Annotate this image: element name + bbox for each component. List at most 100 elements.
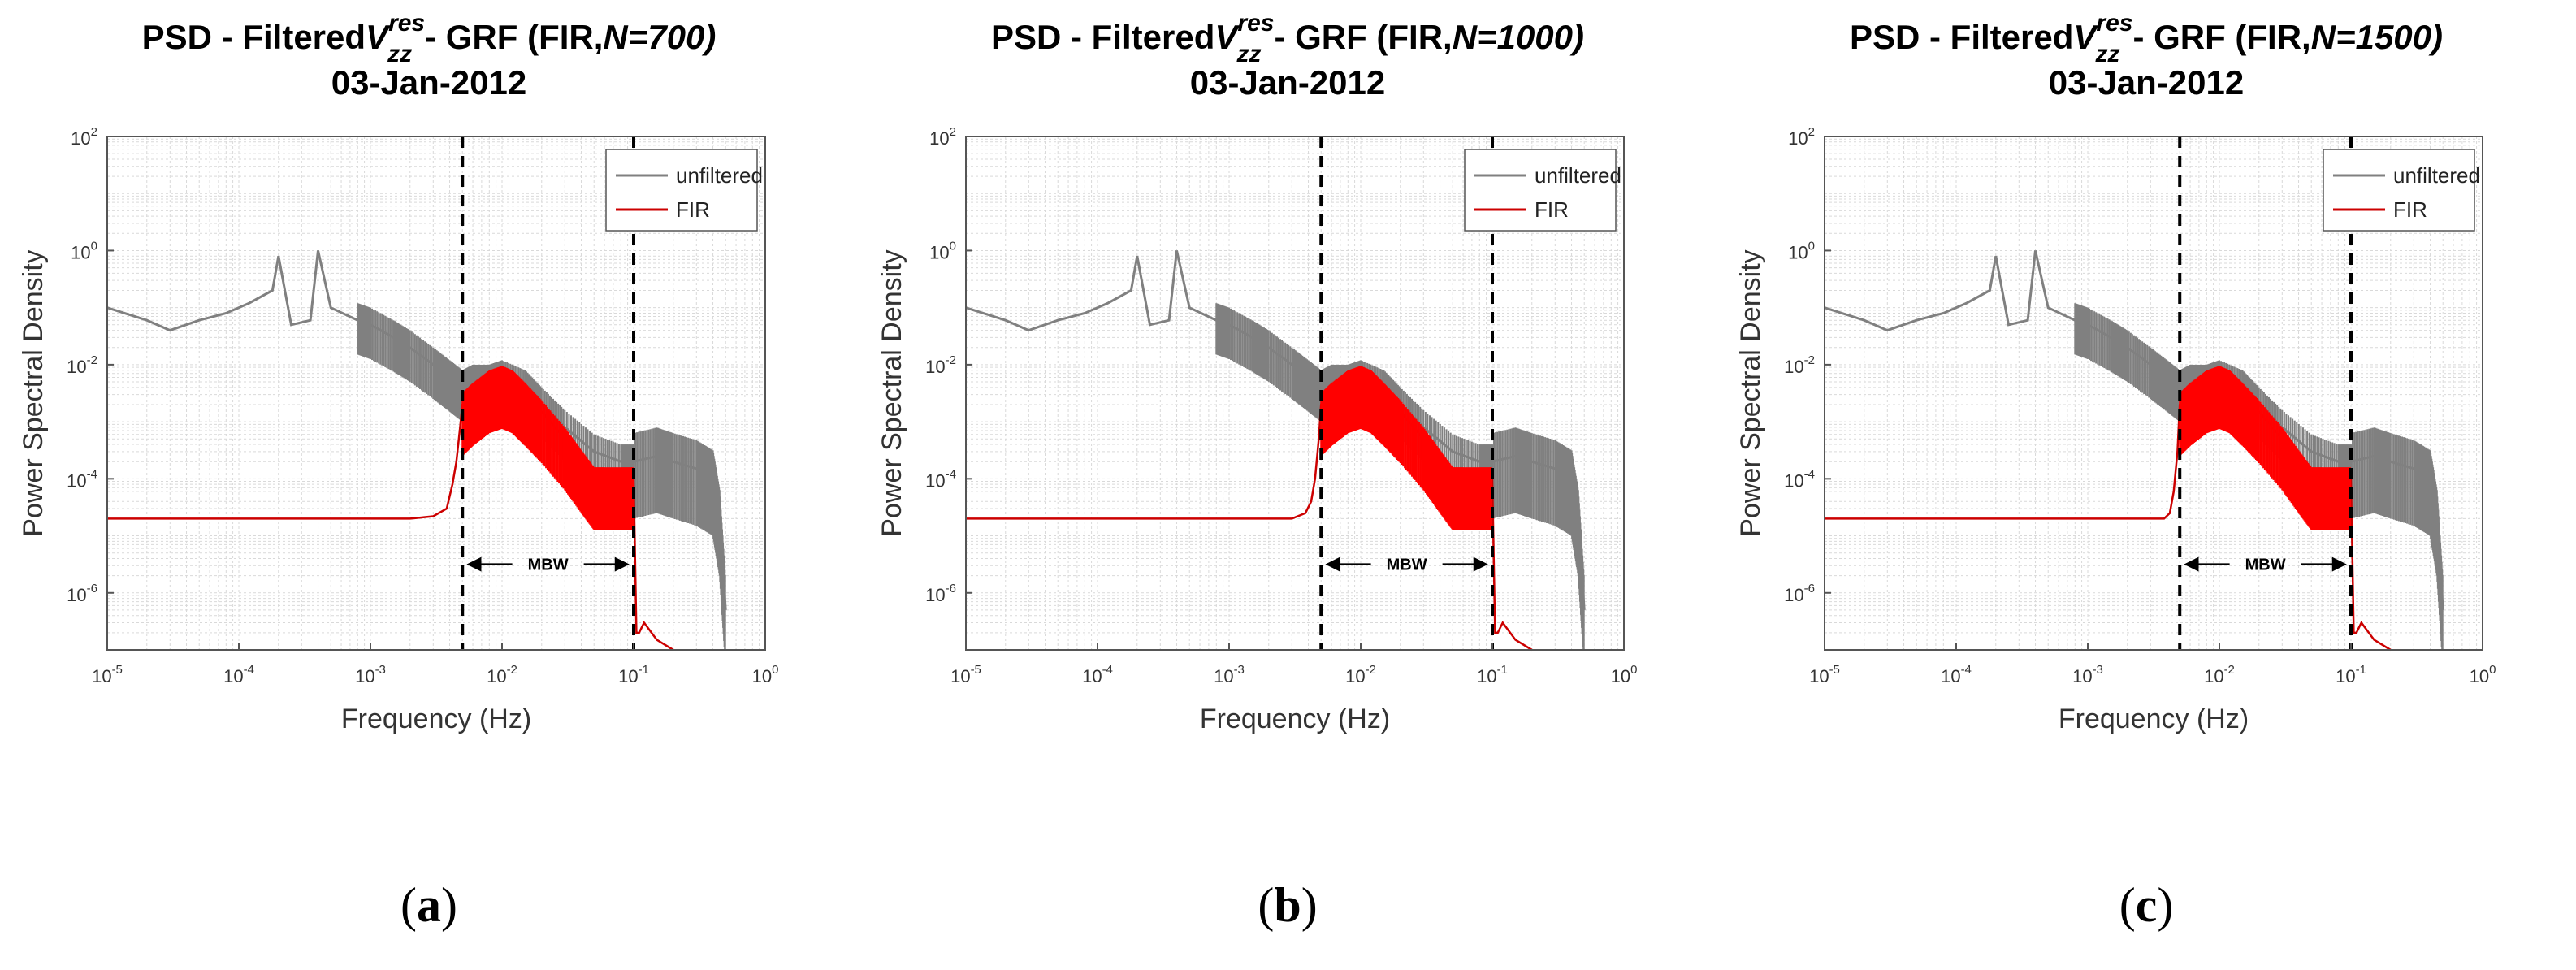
legend-box: [2323, 149, 2475, 232]
x-tick-exponent: 0: [2489, 663, 2496, 677]
x-tick-base: 10: [1214, 666, 1233, 686]
axes-box: [1824, 136, 2483, 651]
x-tick-exponent: -4: [244, 663, 254, 677]
x-tick-label: 100: [1611, 663, 1638, 686]
y-tick-base: 10: [929, 128, 949, 149]
y-tick-label: 10-4: [67, 467, 97, 491]
y-tick-base: 10: [67, 357, 86, 377]
x-tick-exponent: 0: [772, 663, 778, 677]
x-tick-exponent: 0: [1630, 663, 1637, 677]
y-tick-exponent: -2: [946, 353, 956, 367]
chart-title: PSD - FilteredVres zz - GRF (FIR,N=700): [142, 10, 717, 67]
y-tick-base: 10: [71, 128, 90, 149]
title-prefix: PSD - Filtered: [1850, 18, 2073, 56]
x-tick-label: 10-5: [92, 663, 123, 686]
panel-caption-letter: b: [1274, 878, 1301, 932]
title-superscript: res: [1237, 10, 1274, 37]
x-axis-label: Frequency (Hz): [2059, 704, 2249, 734]
legend-box: [1464, 149, 1617, 232]
y-tick-base: 10: [925, 585, 945, 605]
x-tick-label: 100: [2470, 663, 2496, 686]
x-tick-base: 10: [1611, 666, 1630, 686]
mbw-arrow-right-head: [614, 556, 630, 572]
y-tick-exponent: 0: [91, 239, 97, 253]
chart-svg: PSD - FilteredVres zz - GRF (FIR,N=1500) 03…: [1735, 10, 2496, 734]
chart-svg: PSD - FilteredVres zz - GRF (FIR,N=1000) 03…: [877, 10, 1638, 734]
x-tick-exponent: -3: [2093, 663, 2103, 677]
mbw-label: MBW: [2245, 556, 2286, 574]
y-tick-label: 102: [929, 125, 956, 149]
x-tick-base: 10: [2470, 666, 2489, 686]
y-tick-exponent: -2: [87, 353, 97, 367]
x-tick-label: 100: [752, 663, 779, 686]
panel-caption-letter: a: [417, 878, 441, 932]
x-tick-exponent: -1: [2356, 663, 2366, 677]
title-n-value: N=700): [603, 18, 716, 56]
mbw-label: MBW: [528, 556, 569, 574]
chart-title: PSD - FilteredVres zz - GRF (FIR,N=1000): [991, 10, 1584, 67]
x-tick-label: 10-4: [1082, 663, 1113, 686]
x-tick-label: 10-4: [223, 663, 254, 686]
y-tick-label: 10-4: [1784, 467, 1815, 491]
panel-caption-letter: c: [2135, 878, 2158, 932]
y-tick-exponent: -6: [946, 582, 956, 595]
title-variable: V: [1214, 18, 1240, 56]
title-suffix: - GRF (FIR,: [2132, 18, 2310, 56]
y-tick-exponent: 0: [1808, 239, 1815, 253]
y-tick-label: 10-2: [67, 353, 97, 377]
title-subscript: zz: [1236, 41, 1261, 67]
legend: unfiltered FIR: [605, 149, 763, 232]
y-tick-base: 10: [1784, 470, 1803, 491]
title-n-value: N=1500): [2311, 18, 2443, 56]
y-tick-label: 10-2: [925, 353, 956, 377]
x-tick-base: 10: [92, 666, 111, 686]
x-tick-base: 10: [1477, 666, 1496, 686]
x-tick-exponent: -2: [507, 663, 517, 677]
y-tick-exponent: 2: [91, 125, 97, 139]
x-tick-exponent: -5: [112, 663, 123, 677]
title-suffix: - GRF (FIR,: [1274, 18, 1452, 56]
y-tick-base: 10: [925, 357, 945, 377]
y-axis-label: Power Spectral Density: [18, 249, 49, 536]
mbw-arrow: [2184, 556, 2347, 572]
y-tick-label: 10-6: [1784, 582, 1815, 605]
x-tick-base: 10: [950, 666, 970, 686]
y-axis-label: Power Spectral Density: [877, 249, 907, 536]
series-fir-noise: [2179, 366, 2352, 530]
x-tick-base: 10: [2336, 666, 2355, 686]
x-tick-exponent: -1: [1497, 663, 1508, 677]
y-tick-exponent: 0: [950, 239, 956, 253]
chart-title: PSD - FilteredVres zz - GRF (FIR,N=1500): [1850, 10, 2443, 67]
x-tick-label: 10-2: [1345, 663, 1376, 686]
title-superscript: res: [2096, 10, 2132, 37]
y-tick-label: 10-2: [1784, 353, 1815, 377]
y-tick-base: 10: [929, 242, 949, 262]
title-prefix: PSD - Filtered: [991, 18, 1214, 56]
mbw-arrow-right-head: [1473, 556, 1488, 572]
mbw-arrow: [1325, 556, 1488, 572]
x-tick-label: 10-2: [487, 663, 517, 686]
y-tick-base: 10: [1788, 128, 1808, 149]
x-tick-base: 10: [1345, 666, 1365, 686]
legend-label-fir: FIR: [1535, 197, 1569, 222]
y-tick-label: 10-6: [925, 582, 956, 605]
chart-subtitle: 03-Jan-2012: [1190, 63, 1386, 102]
panel-caption-c: (c): [2119, 878, 2174, 932]
y-tick-exponent: 2: [950, 125, 956, 139]
y-tick-exponent: -6: [1804, 582, 1815, 595]
x-tick-label: 10-3: [355, 663, 386, 686]
x-tick-exponent: -3: [375, 663, 386, 677]
chart-panel-a: PSD - FilteredVres zz - GRF (FIR,N=700) 03-…: [0, 0, 858, 970]
y-tick-label: 10-4: [925, 467, 956, 491]
y-tick-base: 10: [1784, 357, 1803, 377]
x-tick-label: 10-5: [950, 663, 981, 686]
y-tick-label: 100: [1788, 239, 1815, 262]
x-tick-exponent: -5: [971, 663, 981, 677]
y-tick-exponent: -2: [1804, 353, 1815, 367]
x-tick-base: 10: [2204, 666, 2223, 686]
series-fir-noise: [1320, 366, 1493, 530]
mbw-arrow: [466, 556, 630, 572]
x-tick-base: 10: [1809, 666, 1829, 686]
x-tick-base: 10: [487, 666, 506, 686]
title-subscript: zz: [387, 41, 412, 67]
